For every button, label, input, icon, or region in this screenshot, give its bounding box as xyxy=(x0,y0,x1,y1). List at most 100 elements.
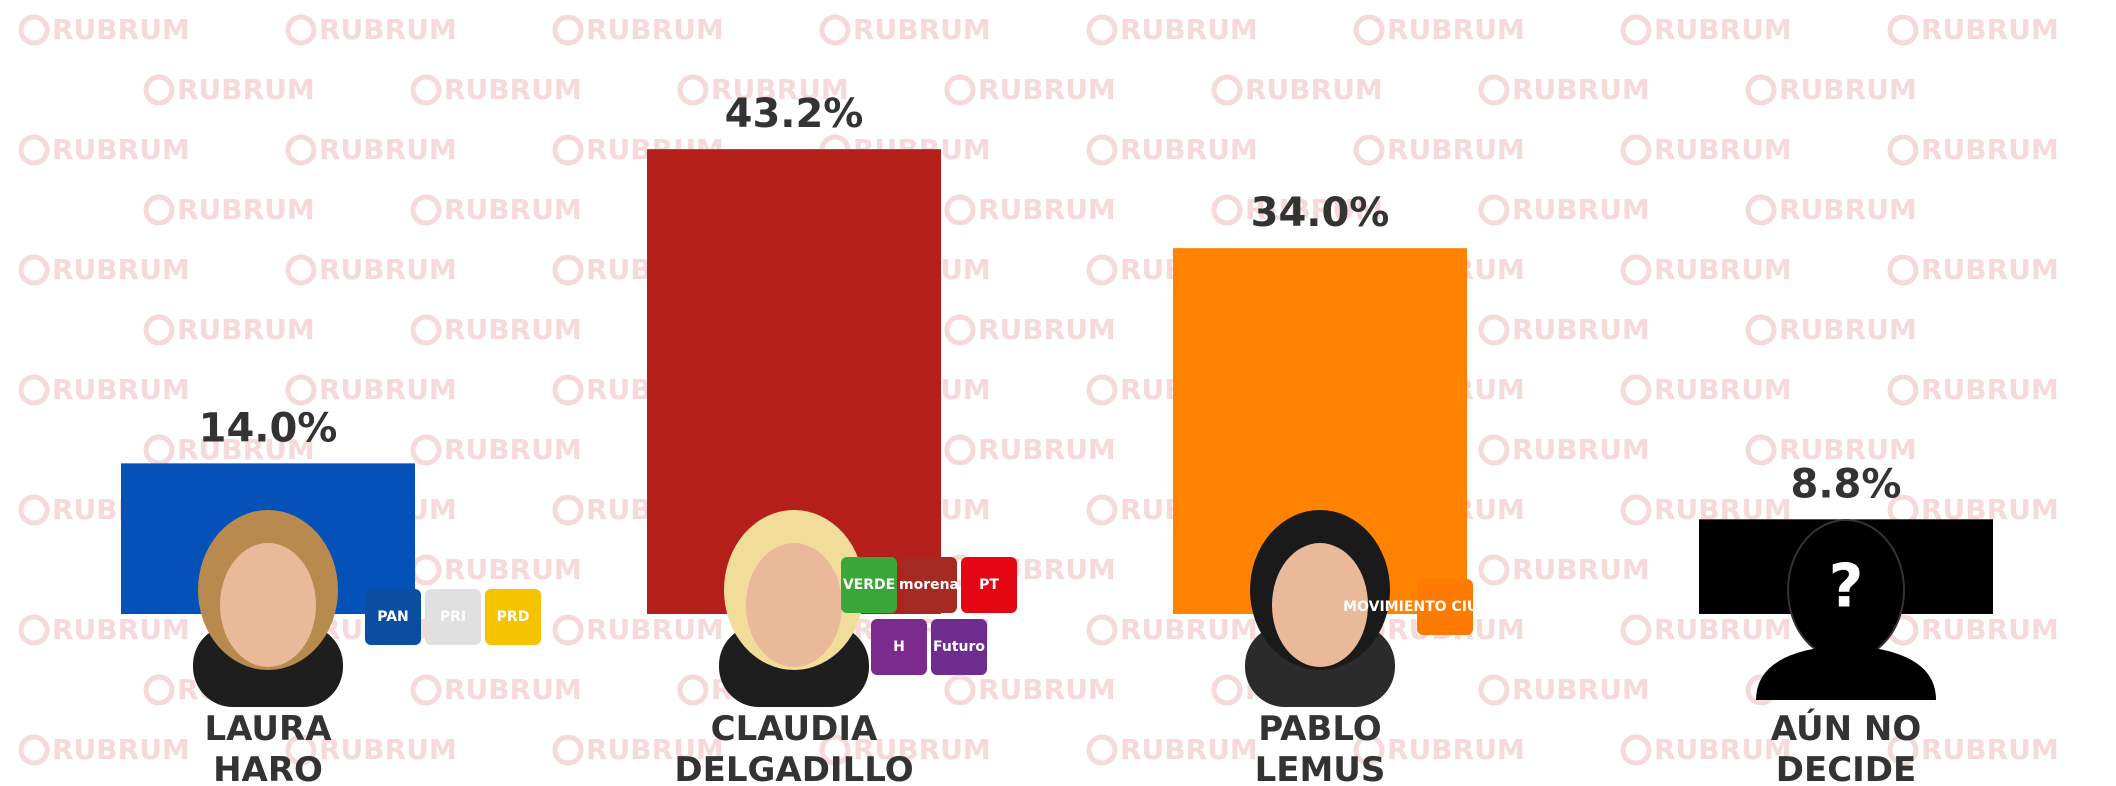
watermark-icon xyxy=(1086,734,1118,766)
watermark-icon xyxy=(944,674,976,706)
watermark-icon xyxy=(285,134,317,166)
watermark: RUBRUM xyxy=(853,733,991,766)
watermark: RUBRUM xyxy=(52,613,190,646)
watermark: RUBRUM xyxy=(177,433,315,466)
watermark: RUBRUM xyxy=(1512,193,1650,226)
category-label: AÚN NO DECIDE xyxy=(1771,708,1922,786)
watermark: RUBRUM xyxy=(52,133,190,166)
watermark-icon xyxy=(143,74,175,106)
party-logo xyxy=(841,557,897,613)
watermark-icon xyxy=(410,194,442,226)
watermark-icon xyxy=(1887,254,1919,286)
watermark: RUBRUM xyxy=(1654,13,1792,46)
watermark-icon xyxy=(1478,674,1510,706)
watermark: RUBRUM xyxy=(444,73,582,106)
photo-face xyxy=(220,543,316,667)
watermark: RUBRUM xyxy=(1245,73,1383,106)
watermark: RUBRUM xyxy=(1387,13,1525,46)
silhouette-body xyxy=(1756,645,1936,700)
watermark: RUBRUM xyxy=(1921,253,2059,286)
watermark-icon xyxy=(18,134,50,166)
watermark-icon xyxy=(552,494,584,526)
watermark: RUBRUM xyxy=(1779,193,1917,226)
watermark-icon xyxy=(1211,674,1243,706)
watermark-icon xyxy=(285,14,317,46)
watermark: RUBRUM xyxy=(1779,433,1917,466)
watermark-icon xyxy=(143,314,175,346)
watermark-icon xyxy=(1086,374,1118,406)
watermark: RUBRUM xyxy=(319,253,457,286)
watermark: RUBRUM xyxy=(1387,133,1525,166)
watermark: RUBRUM xyxy=(177,73,315,106)
watermark-icon xyxy=(1478,554,1510,586)
watermark-icon xyxy=(1887,734,1919,766)
watermark: RUBRUM xyxy=(1512,73,1650,106)
watermark: RUBRUM xyxy=(177,193,315,226)
watermark: RUBRUM xyxy=(52,733,190,766)
watermark-icon xyxy=(1620,734,1652,766)
value-label: 8.8% xyxy=(1791,461,1902,507)
watermark-icon xyxy=(18,374,50,406)
party-logo xyxy=(931,619,987,675)
party-logo-text: Futuro xyxy=(933,639,985,655)
watermark-icon xyxy=(18,254,50,286)
watermark: RUBRUM xyxy=(1512,553,1650,586)
watermark: RUBRUM xyxy=(1654,733,1792,766)
watermark: RUBRUM xyxy=(444,313,582,346)
watermark: RUBRUM xyxy=(1245,193,1383,226)
watermark-icon xyxy=(410,674,442,706)
watermark: RUBRUM xyxy=(52,13,190,46)
watermark-icon xyxy=(1620,14,1652,46)
watermark-icon xyxy=(552,614,584,646)
watermark-icon xyxy=(552,374,584,406)
watermark: RUBRUM xyxy=(586,613,724,646)
party-logo-text: PAN xyxy=(377,609,409,625)
watermark-icon xyxy=(1478,74,1510,106)
watermark: RUBRUM xyxy=(444,193,582,226)
category-label: LAURA HARO xyxy=(204,709,332,786)
candidate-photo xyxy=(719,510,869,707)
watermark-icon xyxy=(1745,434,1777,466)
watermark: RUBRUM xyxy=(1921,613,2059,646)
party-logo xyxy=(901,557,957,613)
watermark-icon xyxy=(1086,614,1118,646)
watermark-icon xyxy=(410,434,442,466)
party-logo xyxy=(365,589,421,645)
category-label: PABLO LEMUS xyxy=(1255,709,1386,786)
watermark-icon xyxy=(1478,194,1510,226)
watermark: RUBRUM xyxy=(177,313,315,346)
watermark-icon xyxy=(410,554,442,586)
party-logo-text: PRI xyxy=(440,609,466,625)
watermark-icon xyxy=(1353,14,1385,46)
party-logo-text: H xyxy=(893,639,905,655)
watermark: RUBRUM xyxy=(1120,613,1258,646)
watermark: RUBRUM xyxy=(1654,373,1792,406)
watermark: RUBRUM xyxy=(1779,73,1917,106)
watermark: RUBRUM xyxy=(1120,733,1258,766)
watermark: RUBRUM xyxy=(319,133,457,166)
party-logo-text: PT xyxy=(979,577,999,593)
watermark: RUBRUM xyxy=(1654,253,1792,286)
party-logo-text: VERDE xyxy=(843,577,895,593)
party-logo-text: MOVIMIENTO CIUDADANO xyxy=(1343,599,1547,615)
watermark-icon xyxy=(1086,14,1118,46)
watermark: RUBRUM xyxy=(1512,313,1650,346)
watermark-icon xyxy=(1211,194,1243,226)
watermark: RUBRUM xyxy=(978,433,1116,466)
watermark-icon xyxy=(18,734,50,766)
watermark-icon xyxy=(285,374,317,406)
watermark-icon xyxy=(677,74,709,106)
watermark-icon xyxy=(410,314,442,346)
watermark-icon xyxy=(1353,134,1385,166)
watermark-icon xyxy=(677,674,709,706)
watermark: RUBRUM xyxy=(319,13,457,46)
party-logo xyxy=(1417,579,1473,635)
watermark-icon xyxy=(1887,374,1919,406)
watermark: RUBRUM xyxy=(1512,673,1650,706)
watermark-icon xyxy=(1745,74,1777,106)
unknown-mark: ? xyxy=(1829,552,1864,622)
party-logo-text: morena xyxy=(899,577,959,593)
watermark-icon xyxy=(1620,134,1652,166)
watermark-icon xyxy=(1887,134,1919,166)
